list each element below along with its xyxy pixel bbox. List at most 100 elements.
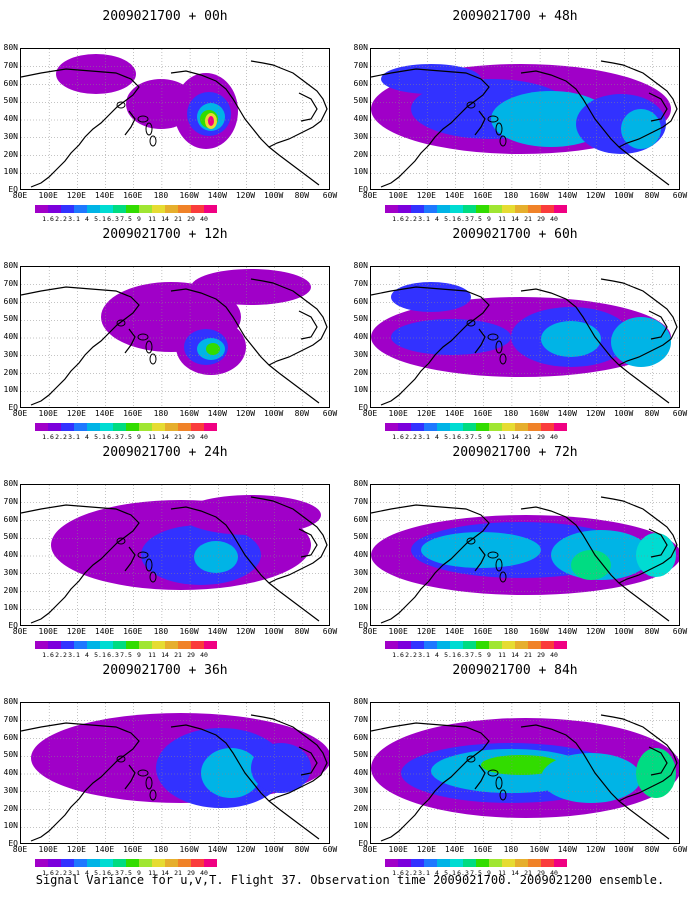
colorbar-label: 40 — [550, 869, 558, 877]
lat-tick-label: 70N — [3, 496, 18, 506]
lon-tick-label: 140W — [557, 845, 577, 854]
colorbar-label: 1.6 — [392, 433, 404, 441]
lat-tick-label: 20N — [353, 149, 368, 159]
lon-tick-label: 100W — [263, 191, 284, 200]
lon-tick-label: 100E — [388, 627, 408, 636]
colorbar-swatch — [100, 423, 113, 431]
colorbar-label: 29 — [537, 651, 545, 659]
lat-tick-label: 80N — [3, 697, 18, 706]
lat-tick-label: 10N — [3, 167, 18, 177]
island-outline — [116, 755, 126, 763]
lon-tick-label: 140W — [207, 409, 227, 418]
colorbar-label: 11 — [498, 433, 506, 441]
lat-tick-label: 60N — [353, 296, 368, 306]
lon-tick-label: 100W — [613, 191, 634, 200]
lon-tick-label: 160E — [123, 191, 143, 200]
island-outline — [499, 571, 507, 583]
colorbar-label: 40 — [200, 433, 208, 441]
colorbar-swatch — [126, 423, 139, 431]
colorbar-swatch — [113, 205, 126, 213]
colorbar-swatch — [35, 641, 48, 649]
colorbar-label: 7.5 — [120, 651, 132, 659]
lon-tick-label: 80W — [294, 627, 310, 636]
colorbar-swatch — [126, 859, 139, 867]
colorbar-swatch — [48, 205, 61, 213]
lon-tick-label: 120E — [66, 627, 86, 636]
lat-tick-label: 50N — [3, 96, 18, 106]
colorbar-swatch — [541, 205, 554, 213]
forecast-panel: 2009021700 + 60h 80N 70N 60N 50N 40N 30N 20N 10N… — [350, 226, 688, 441]
colorbar-label: 5.1 — [444, 433, 456, 441]
colorbar-swatch — [398, 641, 411, 649]
island-outline — [487, 333, 499, 341]
colorbar-swatch — [35, 859, 48, 867]
island-outline — [149, 789, 157, 801]
colorbar-swatch — [476, 423, 489, 431]
lon-tick-label: 80E — [362, 627, 378, 636]
colorbar-label: 21 — [524, 869, 532, 877]
lon-tick-label: 160W — [179, 627, 199, 636]
lon-tick-label: 80E — [12, 409, 28, 418]
colorbar-swatch — [178, 641, 191, 649]
lat-tick-label: 40N — [3, 114, 18, 123]
colorbar-label: 40 — [550, 651, 558, 659]
colorbar-swatch — [385, 859, 398, 867]
lon-tick-label: 100W — [263, 845, 284, 854]
coastline — [371, 278, 678, 406]
lon-tick-label: 80E — [12, 845, 28, 854]
colorbar-swatch — [424, 205, 437, 213]
lat-tick-label: EQ — [8, 185, 18, 194]
variance-map — [370, 702, 680, 844]
island-outline — [495, 122, 503, 136]
colorbar-swatch — [515, 859, 528, 867]
variance-contour — [611, 317, 671, 367]
colorbar-swatch — [541, 423, 554, 431]
colorbar-label: 14 — [511, 869, 519, 877]
colorbar-swatch — [74, 641, 87, 649]
colorbar-label: 4 — [435, 433, 439, 441]
lon-tick-label: 80W — [294, 409, 310, 418]
lat-tick-label: 40N — [3, 768, 18, 777]
lat-tick-label: 40N — [353, 114, 368, 123]
lat-tick-label: 40N — [353, 768, 368, 777]
colorbar-label: 40 — [550, 215, 558, 223]
lat-tick-label: 70N — [3, 714, 18, 724]
colorbar-label: 11 — [498, 651, 506, 659]
lat-tick-label: 60N — [353, 514, 368, 524]
colorbar-label: 1.6 — [392, 215, 404, 223]
lon-tick-label: 140E — [444, 191, 465, 200]
island-outline — [137, 115, 149, 123]
lon-tick-label: 120W — [585, 845, 606, 854]
colorbar-label: 11 — [148, 433, 156, 441]
lat-tick-label: 10N — [353, 821, 368, 831]
lon-tick-label: 140E — [94, 409, 115, 418]
lon-tick-label: 180 — [503, 627, 519, 636]
lon-tick-label: 140E — [444, 409, 465, 418]
colorbar-label: 6.3 — [457, 215, 469, 223]
lon-tick-label: 60W — [322, 409, 338, 418]
colorbar — [385, 641, 567, 649]
lat-tick-label: 70N — [353, 496, 368, 506]
lon-tick-label: 100W — [613, 627, 634, 636]
colorbar-label: 5.1 — [94, 869, 106, 877]
variance-contour — [636, 533, 676, 577]
colorbar-label: 7.5 — [120, 869, 132, 877]
lon-tick-label: 120E — [416, 627, 436, 636]
lon-tick-label: 100E — [388, 845, 408, 854]
lat-tick-label: 80N — [353, 479, 368, 488]
colorbar-label: 5.1 — [444, 869, 456, 877]
colorbar-swatch — [424, 641, 437, 649]
lat-tick-label: EQ — [8, 403, 18, 412]
colorbar-label: 14 — [511, 651, 519, 659]
panel-title: 2009021700 + 00h — [102, 9, 228, 24]
colorbar-swatch — [152, 641, 165, 649]
colorbar-swatch — [126, 641, 139, 649]
colorbar-swatch — [61, 859, 74, 867]
colorbar-label: 6.3 — [107, 433, 119, 441]
lon-tick-label: 100E — [38, 627, 58, 636]
lon-tick-label: 100W — [263, 409, 284, 418]
colorbar-swatch — [48, 859, 61, 867]
colorbar-label: 2.2 — [55, 433, 67, 441]
panel-title: 2009021700 + 36h — [102, 663, 228, 678]
lat-tick-label: EQ — [8, 621, 18, 630]
